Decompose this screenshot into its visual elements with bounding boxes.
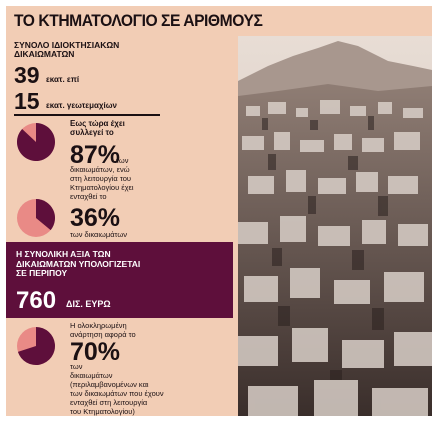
collected-desc-line5: ενταχθεί το — [70, 192, 107, 201]
collected-desc-line3: στη λειτουργία του — [70, 174, 131, 183]
athens-cityscape-image — [238, 36, 432, 416]
posting-intro-line1: Η ολοκληρωμένη — [70, 321, 127, 330]
section-divider — [14, 114, 160, 116]
pie-chart-87-percent — [16, 123, 55, 161]
posting-desc-line6: του Κτηματολογίου) — [70, 407, 135, 416]
posting-desc-line3: (περιλαμβανομένων και — [70, 380, 149, 389]
collected-intro-line1: Εως τώρα έχει — [70, 119, 125, 128]
total-rights-label-line2: ΔΙΚΑΙΩΜΑΤΩΝ — [14, 49, 75, 59]
pie-slice — [16, 123, 55, 161]
collected-stat-intro: Εως τώρα έχει συλλεγεί το — [70, 119, 170, 137]
total-rights-label-line1: ΣΥΝΟΛΟ ΙΔΙΟΚΤΗΣΙΑΚΩΝ — [14, 40, 120, 50]
pie-slice — [36, 199, 55, 231]
total-value-banner: Η ΣΥΝΟΛΙΚΗ ΑΞΙΑ ΤΩΝ ΔΙΚΑΙΩΜΑΤΩΝ ΥΠΟΛΟΓΙΖ… — [6, 242, 233, 318]
posting-desc-line4: των δικαιωμάτων που έχουν — [70, 389, 164, 398]
collected-desc-line4: Κτηματολογίου έχει — [70, 183, 134, 192]
collected-percentage: 87% — [70, 141, 121, 169]
collected-desc: δικαιωμάτων, ενώ στη λειτουργία του Κτημ… — [70, 165, 170, 201]
total-value-label-line1: Η ΣΥΝΟΛΙΚΗ ΑΞΙΑ ΤΩΝ — [16, 249, 111, 259]
total-rights-label: ΣΥΝΟΛΟ ΙΔΙΟΚΤΗΣΙΑΚΩΝ ΔΙΚΑΙΩΜΑΤΩΝ — [14, 41, 119, 59]
posting-stat-intro: Η ολοκληρωμένη ανάρτηση αφορά το — [70, 321, 180, 339]
posting-desc: των δικαιωμάτων (περιλαμβανομένων και τω… — [70, 362, 230, 416]
land-parcels-value: 15 — [14, 88, 40, 114]
pie-chart-36-percent — [17, 199, 55, 237]
collected-desc-line1: των — [116, 156, 129, 165]
total-value-number: 760 — [16, 287, 57, 314]
posting-desc-line1: των — [70, 362, 83, 371]
land-parcels-unit: εκατ. γεωτεμαχίων — [46, 101, 117, 110]
city-photo — [238, 36, 432, 416]
posting-desc-line2: δικαιωμάτων — [70, 371, 113, 380]
pie-chart-70-percent — [17, 327, 56, 365]
posting-percentage: 70% — [70, 338, 121, 366]
posting-desc-line5: ενταχθεί στη λειτουργία — [70, 398, 148, 407]
integrated-percentage: 36% — [70, 204, 121, 232]
total-value-label-line2: ΔΙΚΑΙΩΜΑΤΩΝ ΥΠΟΛΟΓΙΖΕΤΑΙ — [16, 258, 141, 269]
total-value-unit: ΔΙΣ. ΕΥΡΩ — [66, 299, 111, 309]
total-rights-value: 39 — [14, 62, 40, 88]
total-value-label-line3: ΣΕ ΠΕΡΙΠΟΥ — [16, 268, 68, 278]
infographic-title: ΤΟ ΚΤΗΜΑΤΟΛΟΓΙΟ ΣΕ ΑΡΙΘΜΟΥΣ — [14, 11, 263, 30]
infographic-panel: ΤΟ ΚΤΗΜΑΤΟΛΟΓΙΟ ΣΕ ΑΡΙΘΜΟΥΣ ΣΥΝΟΛΟ ΙΔΙΟΚ… — [6, 6, 432, 416]
collected-desc-line2: δικαιωμάτων, ενώ — [70, 165, 130, 174]
pie-slice — [17, 327, 56, 365]
collected-intro-line2: συλλεγεί το — [70, 128, 114, 137]
total-rights-unit: εκατ. επί — [46, 75, 80, 84]
posting-intro-line2: ανάρτηση αφορά το — [70, 330, 136, 339]
total-value-label: Η ΣΥΝΟΛΙΚΗ ΑΞΙΑ ΤΩΝ ΔΙΚΑΙΩΜΑΤΩΝ ΥΠΟΛΟΓΙΖ… — [16, 249, 166, 279]
integrated-desc: των δικαιωμάτων — [70, 230, 128, 239]
